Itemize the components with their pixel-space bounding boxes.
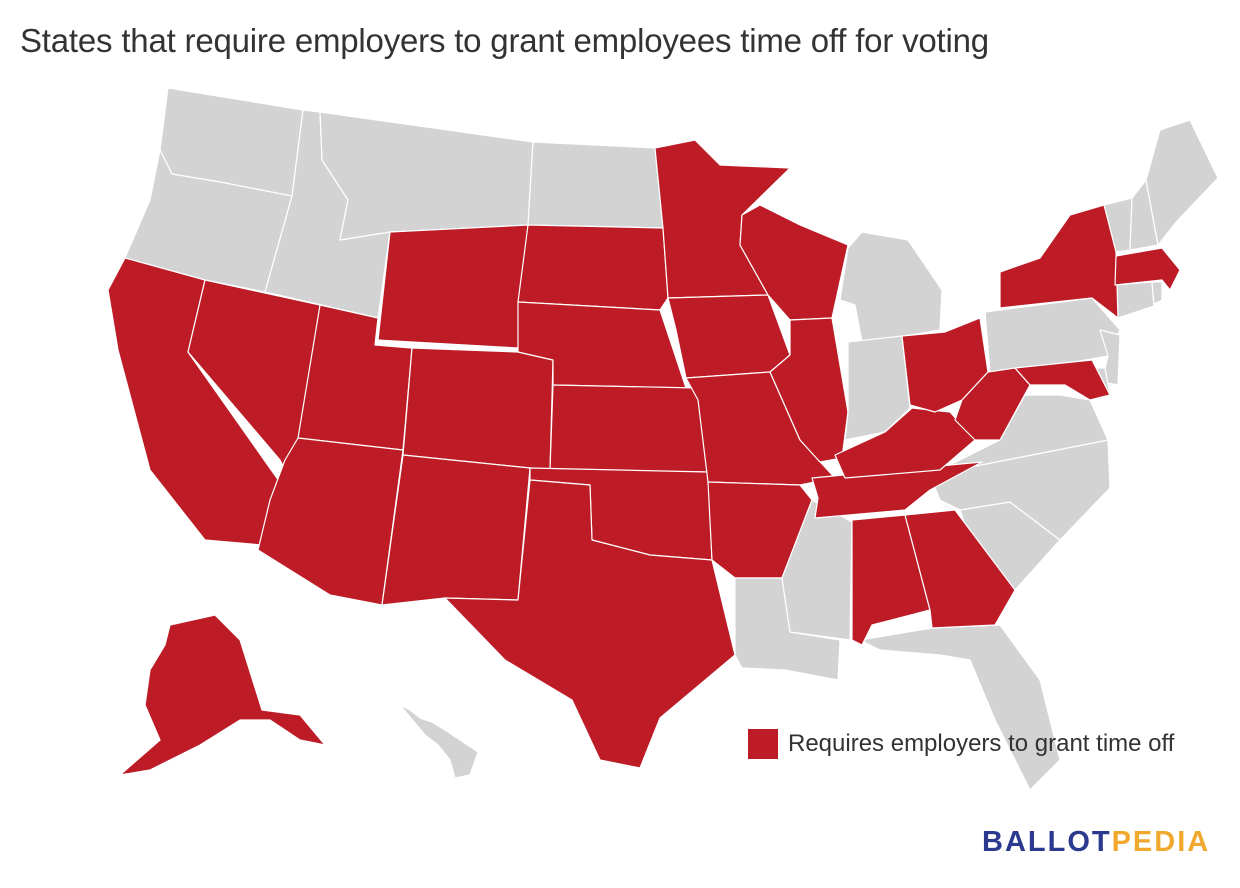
logo-pedia: PEDIA — [1111, 826, 1211, 858]
state-AZ — [257, 437, 404, 606]
state-NY — [999, 204, 1119, 319]
state-SD — [517, 224, 669, 311]
state-NC — [929, 439, 1111, 541]
state-IL — [769, 317, 849, 463]
legend: Requires employers to grant time off — [748, 729, 1174, 759]
state-MS — [781, 499, 853, 641]
state-MI — [839, 231, 943, 343]
state-NM — [381, 454, 531, 606]
state-RI — [1151, 281, 1163, 305]
state-HI — [399, 704, 479, 779]
state-ND — [527, 141, 664, 229]
state-GA — [904, 509, 1016, 629]
state-CT — [1114, 281, 1155, 319]
state-FL — [859, 624, 1061, 791]
state-CO — [402, 347, 554, 471]
state-MD — [1014, 359, 1111, 401]
state-MA — [1114, 247, 1181, 291]
state-WY — [377, 224, 529, 349]
state-TX — [444, 479, 736, 769]
legend-swatch — [748, 729, 778, 759]
legend-label: Requires employers to grant time off — [788, 730, 1175, 757]
state-ME — [1145, 119, 1219, 246]
state-KS — [549, 384, 709, 473]
state-MT — [319, 111, 534, 241]
logo-ballot: BALLOT — [982, 826, 1112, 858]
state-IA — [667, 294, 791, 379]
state-AK — [119, 614, 326, 776]
state-WV — [954, 367, 1031, 441]
map-title: States that require employers to grant e… — [20, 22, 989, 59]
state-PA — [984, 297, 1121, 373]
ballotpedia-logo: BALLOTPEDIA — [982, 826, 1210, 859]
